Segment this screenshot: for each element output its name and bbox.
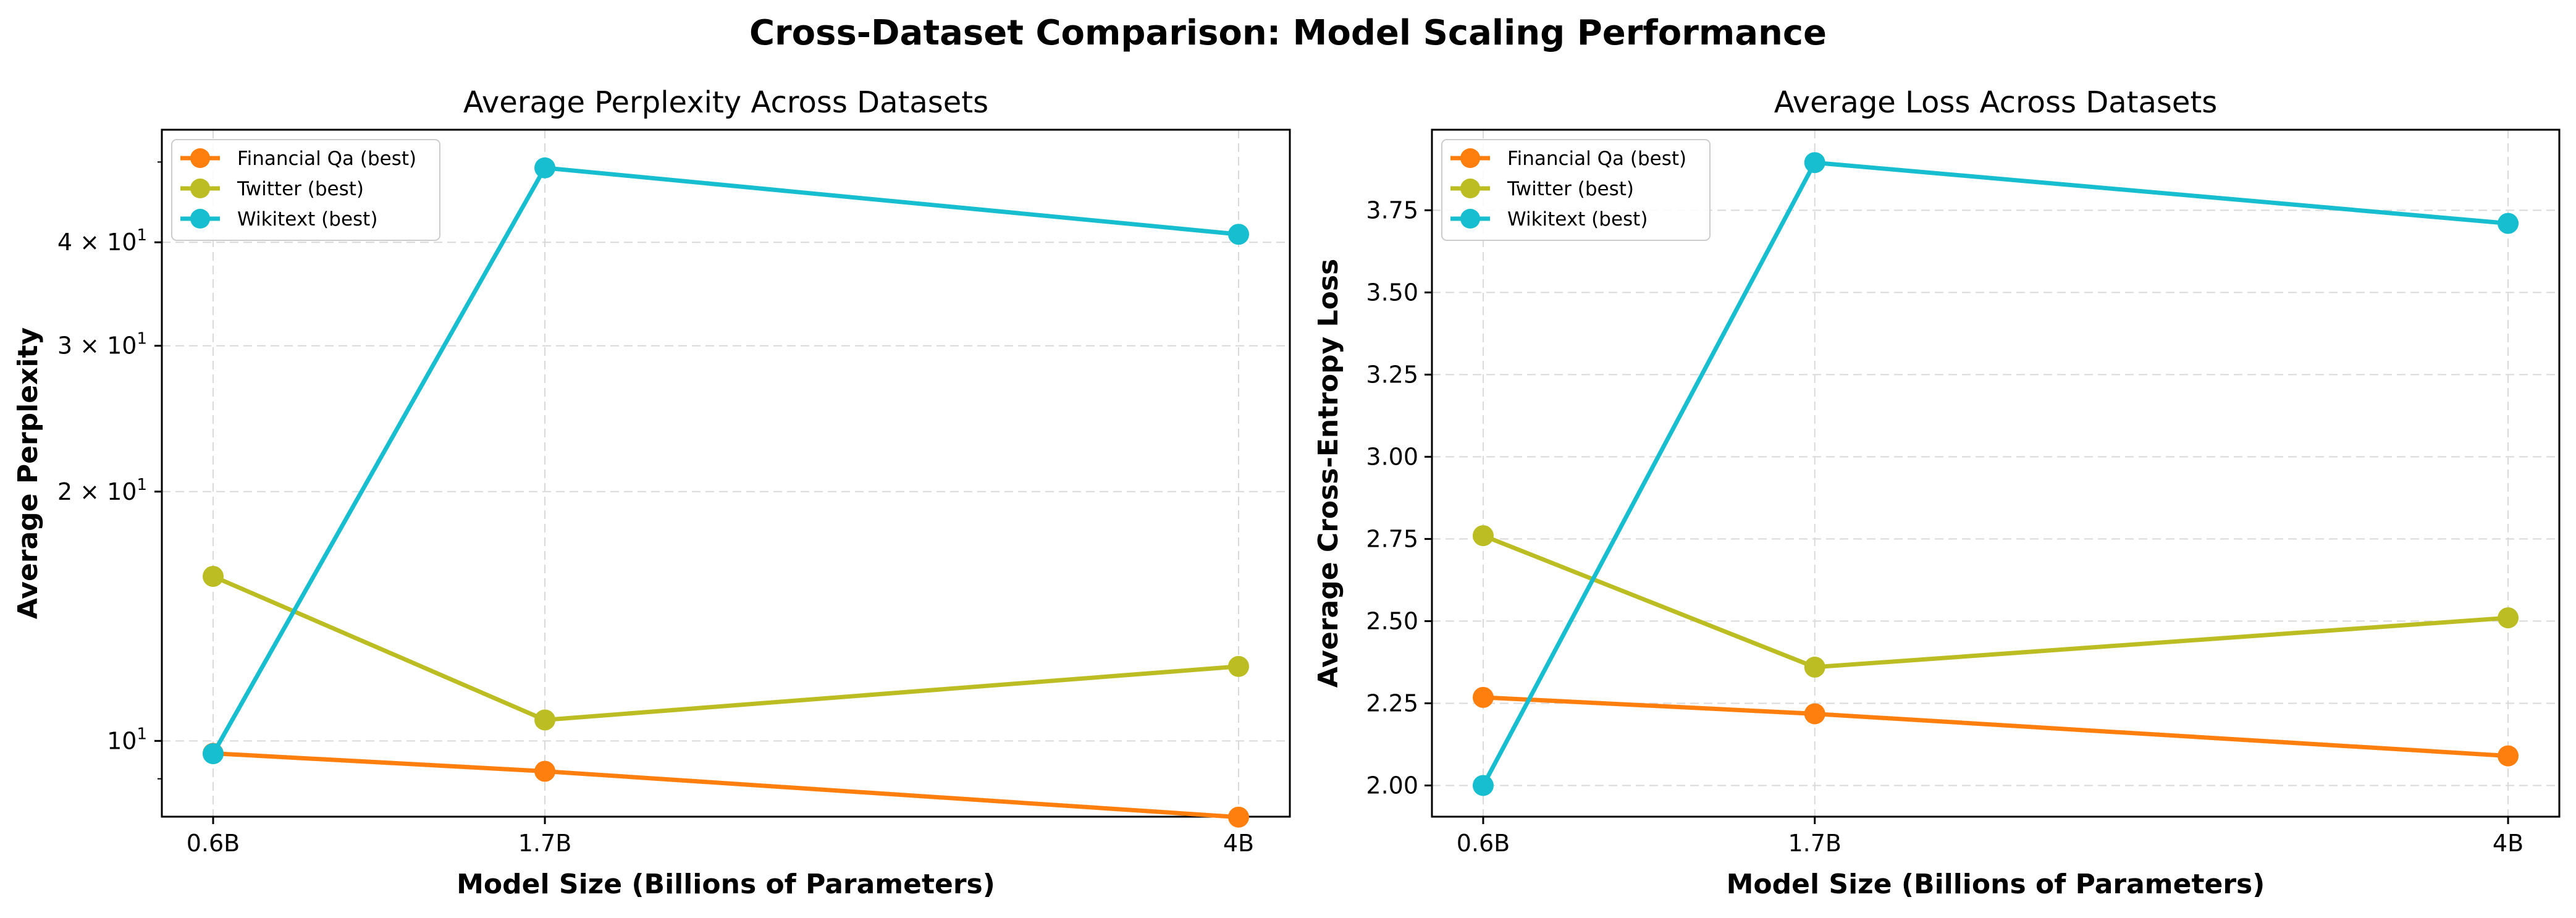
x-tick-label: 0.6B bbox=[187, 830, 240, 857]
y-tick-label: 3 × 101 bbox=[57, 330, 147, 360]
y-axis-label: Average Cross-Entropy Loss bbox=[1313, 259, 1344, 688]
x-axis-label: Model Size (Billions of Parameters) bbox=[457, 869, 995, 900]
y-tick-exponent: 1 bbox=[137, 330, 147, 348]
legend-box bbox=[1441, 139, 1711, 241]
y-tick-label: 2.50 bbox=[1366, 607, 1418, 634]
data-point bbox=[534, 157, 556, 179]
data-point bbox=[1472, 775, 1494, 796]
series-line-2 bbox=[1481, 160, 2509, 787]
data-point bbox=[203, 743, 224, 765]
legend-label: Financial Qa (best) bbox=[237, 148, 416, 170]
x-tick-label: 0.6B bbox=[1457, 830, 1510, 857]
data-point bbox=[1472, 525, 1494, 547]
figure-title: Cross-Dataset Comparison: Model Scaling … bbox=[749, 13, 1827, 53]
y-tick-exponent: 1 bbox=[137, 476, 147, 494]
legend-marker bbox=[190, 179, 210, 198]
series-line-0 bbox=[213, 751, 1239, 820]
legend-label: Twitter (best) bbox=[1507, 178, 1634, 200]
x-tick-label: 1.7B bbox=[518, 830, 572, 857]
y-tick-base: 10 bbox=[107, 478, 137, 505]
y-tick-base: 10 bbox=[107, 332, 137, 360]
data-point bbox=[1228, 806, 1249, 828]
data-point bbox=[1228, 655, 1249, 677]
data-point bbox=[1472, 686, 1494, 708]
legend-marker bbox=[1460, 179, 1480, 198]
x-tick-label: 4B bbox=[2493, 830, 2523, 857]
series-line-0 bbox=[1483, 695, 2509, 759]
panel-title: Average Perplexity Across Datasets bbox=[463, 85, 988, 120]
legend-marker bbox=[1460, 209, 1480, 229]
x-axis-label: Model Size (Billions of Parameters) bbox=[1727, 869, 2265, 900]
y-tick-label: 101 bbox=[107, 725, 147, 754]
plot-frame bbox=[1431, 128, 2561, 818]
perplexity-panel: Average Perplexity Across Datasets 0.6B 1.… bbox=[12, 85, 1291, 900]
y-tick-label: 2 × 101 bbox=[57, 476, 147, 505]
x-tick-label: 4B bbox=[1223, 830, 1254, 857]
y-tick-label: 4 × 101 bbox=[57, 226, 147, 256]
y-tick-exponent: 1 bbox=[137, 226, 147, 245]
legend-marker bbox=[190, 148, 210, 168]
data-point bbox=[2498, 745, 2519, 767]
data-point bbox=[1804, 656, 1825, 678]
y-tick-exponent: 1 bbox=[137, 725, 147, 743]
legend-box bbox=[171, 139, 440, 241]
y-tick-label: 3.50 bbox=[1366, 279, 1418, 306]
y-tick-mantissa: 4 × bbox=[57, 229, 107, 256]
legend-label: Twitter (best) bbox=[237, 178, 364, 200]
y-tick-label: 3.00 bbox=[1366, 443, 1418, 470]
data-point bbox=[203, 566, 224, 587]
data-point bbox=[1804, 152, 1825, 174]
data-point bbox=[534, 709, 556, 731]
legend: Financial Qa (best) Twitter (best) Wikitex… bbox=[1441, 139, 1711, 241]
legend-label: Wikitext (best) bbox=[237, 208, 377, 230]
data-point bbox=[1804, 703, 1825, 725]
data-point bbox=[2498, 607, 2519, 629]
y-tick-label: 3.25 bbox=[1366, 361, 1418, 388]
loss-panel: Average Loss Across Datasets 0.6B 1.7B 4B 2.… bbox=[1313, 85, 2561, 900]
legend-marker bbox=[1460, 148, 1480, 168]
y-tick-mantissa: 2 × bbox=[57, 478, 107, 505]
data-point bbox=[534, 760, 556, 782]
y-tick-label: 2.25 bbox=[1366, 689, 1418, 717]
legend-marker bbox=[190, 209, 210, 229]
y-tick-label: 2.00 bbox=[1366, 772, 1418, 799]
legend: Financial Qa (best) Twitter (best) Wikitex… bbox=[171, 139, 440, 241]
panel-title: Average Loss Across Datasets bbox=[1774, 85, 2218, 120]
y-tick-base: 10 bbox=[107, 229, 137, 256]
series-line-1 bbox=[212, 574, 1239, 722]
y-tick-label: 3.75 bbox=[1366, 196, 1418, 224]
x-tick-label: 1.7B bbox=[1788, 830, 1842, 857]
y-tick-base: 10 bbox=[107, 727, 137, 754]
plot-frame bbox=[161, 128, 1291, 818]
y-tick-mantissa: 3 × bbox=[57, 332, 107, 360]
legend-label: Wikitext (best) bbox=[1507, 208, 1648, 230]
series-line-1 bbox=[1482, 533, 2509, 670]
data-point bbox=[1228, 224, 1249, 245]
data-point bbox=[2498, 213, 2519, 234]
y-tick-label: 2.75 bbox=[1366, 525, 1418, 552]
series-line-2 bbox=[211, 166, 1239, 755]
y-axis-label: Average Perplexity bbox=[12, 327, 44, 619]
legend-label: Financial Qa (best) bbox=[1507, 148, 1686, 170]
